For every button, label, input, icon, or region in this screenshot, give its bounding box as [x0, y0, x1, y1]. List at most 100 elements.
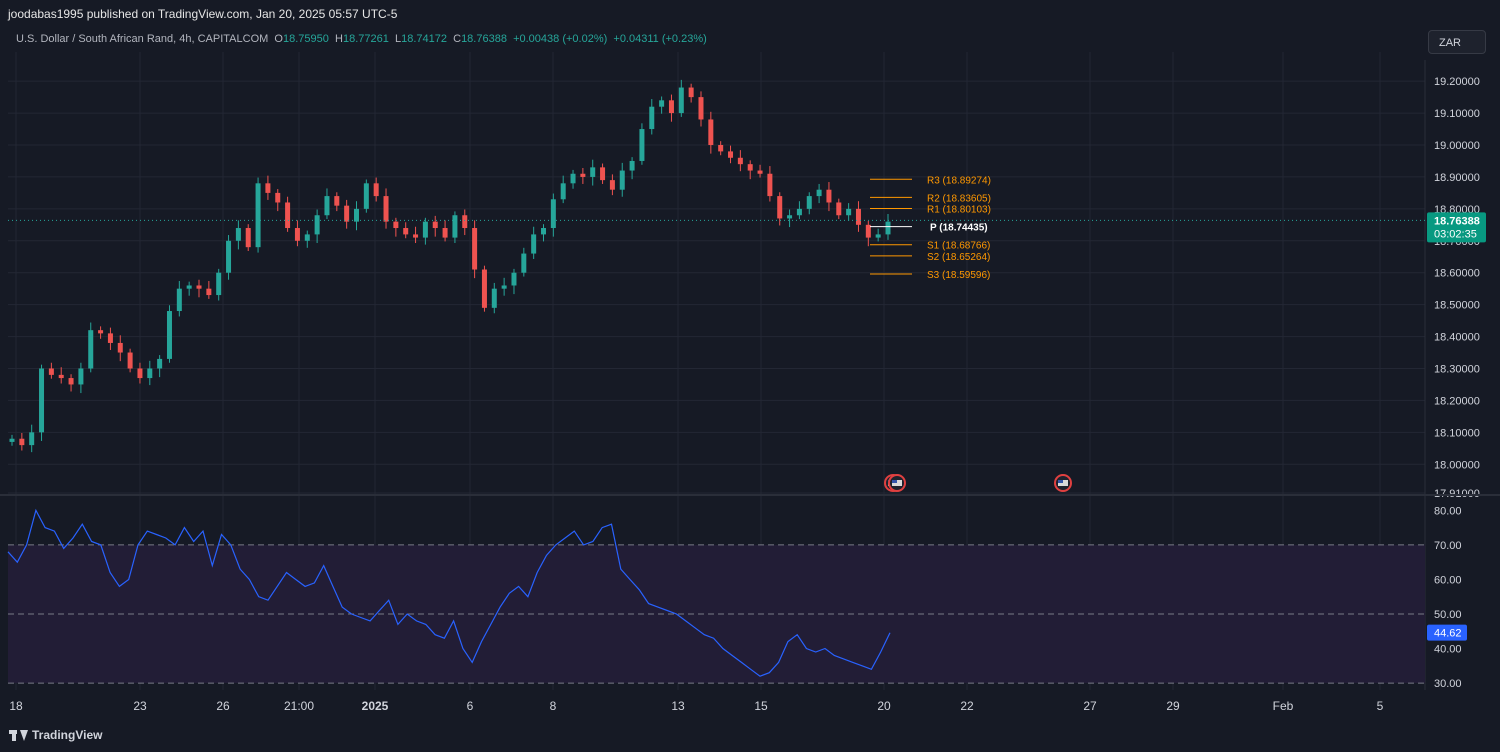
- currency-button[interactable]: ZAR: [1428, 30, 1486, 54]
- candle-body: [353, 208, 359, 222]
- candle-body: [157, 358, 163, 369]
- candle-body: [777, 196, 783, 219]
- rsi-line: [7, 508, 891, 677]
- candle-body: [39, 368, 45, 433]
- candle-body: [698, 97, 704, 120]
- candle-body: [324, 196, 330, 216]
- candle-body: [107, 333, 113, 343]
- candle-body: [373, 183, 379, 197]
- candle-body: [413, 234, 419, 238]
- candle-body: [472, 228, 478, 270]
- candle-body: [688, 87, 694, 98]
- candle-body: [166, 311, 172, 359]
- last-price-tag: [1427, 212, 1486, 243]
- time-axis-label: 27: [1083, 699, 1097, 713]
- candle-body: [176, 288, 182, 312]
- price-axis-label: 19.10000: [1434, 108, 1480, 120]
- candle-body: [560, 183, 566, 200]
- candle-body: [29, 432, 35, 446]
- candle-body: [206, 288, 212, 296]
- candle-body: [521, 253, 527, 273]
- candle-body: [147, 368, 153, 379]
- low-label: L: [394, 33, 402, 45]
- candle-body: [117, 342, 123, 353]
- candle-body: [708, 119, 714, 146]
- candle-body: [865, 224, 871, 238]
- candle-body: [659, 100, 665, 107]
- time-axis-label: Feb: [1273, 699, 1294, 713]
- candle-body: [806, 196, 812, 209]
- rsi-axis-label: 70.00: [1434, 540, 1462, 552]
- candle-body: [570, 173, 576, 184]
- candle-body: [718, 145, 724, 152]
- candle-body: [9, 438, 15, 442]
- pivot-label-s1: S1 (18.68766): [927, 241, 990, 252]
- rsi-last-value: 44.62: [1434, 628, 1462, 640]
- candle-body: [885, 221, 891, 235]
- candle-body: [314, 215, 320, 235]
- candle-body: [501, 285, 507, 289]
- time-axis-label: 22: [960, 699, 974, 713]
- candle-body: [826, 189, 832, 203]
- open-value: 18.75950: [282, 33, 329, 45]
- time-axis-label: 2025: [362, 699, 389, 713]
- candle-body: [639, 129, 645, 161]
- time-axis-label: 6: [467, 699, 474, 713]
- symbol-legend: U.S. Dollar / South African Rand, 4h, CA…: [16, 33, 707, 45]
- symbol-name: U.S. Dollar / South African Rand, 4h, CA…: [16, 33, 269, 45]
- candle-body: [619, 170, 625, 190]
- candle-body: [767, 173, 773, 197]
- candle-body: [462, 215, 468, 229]
- candle-body: [48, 368, 54, 375]
- candle-body: [265, 183, 271, 193]
- brand-label: TradingView: [32, 728, 103, 742]
- time-axis-label: 21:00: [284, 699, 314, 713]
- high-value: 18.77261: [342, 33, 389, 45]
- time-axis-label: 15: [754, 699, 768, 713]
- candle-body: [550, 199, 556, 229]
- candle-body: [590, 167, 596, 177]
- price-axis-label: 18.60000: [1434, 268, 1480, 280]
- candle-body: [757, 170, 763, 174]
- price-axis-label: 18.00000: [1434, 459, 1480, 471]
- time-axis-label: 13: [671, 699, 685, 713]
- candle-body: [98, 330, 104, 334]
- candle-body: [344, 205, 350, 222]
- price-axis-label: 19.20000: [1434, 76, 1480, 88]
- candle-body: [235, 228, 241, 241]
- candle-body: [875, 234, 881, 238]
- flag-canton-icon: [892, 480, 897, 483]
- price-axis-label: 18.10000: [1434, 427, 1480, 439]
- candle-body: [422, 221, 428, 238]
- tradingview-footer[interactable]: TradingView: [9, 728, 102, 742]
- candle-body: [668, 100, 674, 114]
- candle-body: [304, 234, 310, 241]
- candle-body: [68, 378, 74, 385]
- candle-body: [334, 196, 340, 206]
- rsi-axis-label: 60.00: [1434, 574, 1462, 586]
- candle-body: [846, 208, 852, 216]
- rsi-axis-label: 80.00: [1434, 505, 1462, 517]
- change-value-2: +0.04311 (+0.23%): [613, 33, 707, 45]
- high-label: H: [335, 33, 343, 45]
- pivot-label-s2: S2 (18.65264): [927, 252, 990, 263]
- candle-body: [649, 106, 655, 130]
- close-value: 18.76388: [461, 33, 507, 45]
- tradingview-logo-icon: [9, 729, 28, 741]
- open-label: O: [274, 33, 283, 45]
- candle-body: [728, 151, 734, 158]
- candle-body: [511, 272, 517, 286]
- candle-body: [226, 240, 232, 273]
- candle-body: [855, 208, 861, 225]
- countdown-value: 03:02:35: [1434, 228, 1477, 240]
- candle-body: [245, 228, 251, 248]
- flag-canton-icon: [1058, 480, 1063, 483]
- candle-body: [541, 228, 547, 235]
- pivot-label-r3: R3 (18.89274): [927, 175, 991, 186]
- pivot-label-s3: S3 (18.59596): [927, 270, 990, 281]
- candle-body: [442, 228, 448, 238]
- price-axis-label: 18.20000: [1434, 395, 1480, 407]
- candle-body: [836, 202, 842, 216]
- candle-body: [481, 269, 487, 308]
